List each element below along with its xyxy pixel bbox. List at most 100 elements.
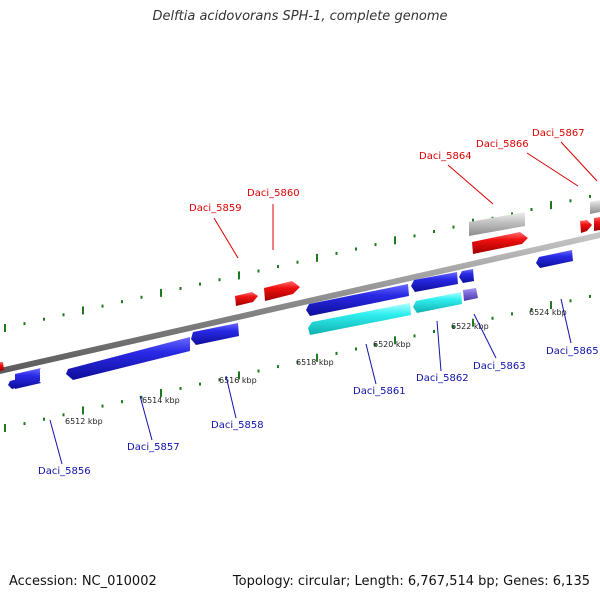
outer-ruler-minor-tick — [199, 282, 201, 286]
outer-ruler-minor-tick — [179, 287, 182, 290]
forward-labels: Daci_5859 Daci_5860 Daci_5864 Daci_5866 … — [189, 128, 598, 259]
outer-ruler-minor-tick — [569, 199, 572, 203]
outer-ruler-minor-tick — [218, 278, 221, 282]
gene-label-daci-5860[interactable]: Daci_5860 — [247, 188, 300, 199]
gene-arrow-daci-5862-rna[interactable] — [413, 292, 462, 313]
gene-arrow-grey[interactable] — [469, 212, 525, 236]
outer-ruler-minor-tick — [296, 260, 299, 264]
kbp-label-6520: 6520 kbp — [373, 340, 411, 349]
inner-ruler-major-tick — [160, 388, 162, 397]
kbp-label-6516: 6516 kbp — [219, 376, 257, 385]
inner-ruler-minor-tick — [43, 417, 45, 421]
inner-ruler-major-tick — [4, 424, 6, 432]
gene-arrow-grey-edge[interactable] — [590, 200, 600, 214]
outer-ruler-minor-tick — [413, 234, 416, 238]
gene-label-daci-5858[interactable]: Daci_5858 — [211, 420, 264, 431]
outer-ruler-major-tick — [4, 324, 6, 332]
gene-label-daci-5867[interactable]: Daci_5867 — [532, 128, 585, 139]
gene-label-daci-5866[interactable]: Daci_5866 — [476, 139, 529, 150]
inner-ruler-major-tick — [316, 353, 318, 362]
outer-ruler-minor-tick — [355, 247, 357, 251]
outer-ruler-minor-tick — [43, 317, 45, 321]
gene-arrow-daci-5859[interactable] — [235, 292, 258, 306]
gene-label-daci-5857[interactable]: Daci_5857 — [127, 442, 180, 453]
inner-tick-ruler — [4, 294, 591, 432]
outer-ruler-minor-tick — [23, 322, 26, 326]
outer-ruler-minor-tick — [530, 208, 533, 211]
outer-ruler-major-tick — [394, 236, 396, 245]
reverse-genes — [8, 250, 573, 389]
genome-summary-text: Topology: circular; Length: 6,767,514 bp… — [232, 574, 590, 589]
reverse-labels: Daci_5856 Daci_5857 Daci_5858 Daci_5861 … — [38, 298, 599, 477]
inner-ruler-minor-tick — [530, 308, 533, 311]
gene-label-daci-5862[interactable]: Daci_5862 — [416, 373, 469, 384]
outer-ruler-major-tick — [82, 306, 84, 315]
inner-ruler-minor-tick — [335, 351, 338, 355]
gene-arrow-daci-5867[interactable] — [594, 217, 600, 231]
gene-arrow-daci-5863-purple[interactable] — [463, 288, 478, 301]
inner-ruler-minor-tick — [433, 330, 435, 333]
inner-ruler-minor-tick — [355, 347, 357, 351]
inner-ruler-minor-tick — [374, 343, 377, 347]
inner-ruler-minor-tick — [121, 400, 123, 404]
gene-arrow-daci-5863[interactable] — [459, 269, 474, 283]
outer-ruler-minor-tick — [335, 251, 338, 255]
inner-ruler-minor-tick — [140, 395, 143, 399]
outer-ruler-minor-tick — [277, 265, 279, 269]
gene-arrow-daci-5858[interactable] — [191, 323, 239, 345]
outer-ruler-major-tick — [316, 253, 318, 262]
kbp-label-6522: 6522 kbp — [451, 322, 489, 331]
outer-ruler-minor-tick — [257, 269, 260, 273]
outer-ruler-minor-tick — [452, 225, 455, 229]
outer-ruler-minor-tick — [589, 194, 591, 198]
outer-ruler-minor-tick — [374, 243, 377, 247]
gene-arrow-daci-5865[interactable] — [536, 250, 573, 268]
gene-label-daci-5859[interactable]: Daci_5859 — [189, 203, 242, 214]
gene-label-daci-5861[interactable]: Daci_5861 — [353, 386, 406, 397]
inner-ruler-minor-tick — [296, 360, 299, 364]
inner-ruler-minor-tick — [452, 325, 455, 329]
gene-arrow-daci-5860[interactable] — [264, 281, 300, 301]
accession-text: Accession: NC_010002 — [9, 574, 157, 589]
inner-ruler-minor-tick — [199, 382, 201, 386]
gene-arrow-daci-5857[interactable] — [66, 337, 190, 380]
gene-arrow-daci-5861-rna[interactable] — [308, 303, 411, 335]
outer-ruler-minor-tick — [62, 313, 65, 317]
outer-ruler-minor-tick — [121, 300, 123, 304]
gene-label-daci-5856[interactable]: Daci_5856 — [38, 466, 91, 477]
gene-label-daci-5865[interactable]: Daci_5865 — [546, 346, 599, 357]
inner-ruler-minor-tick — [23, 422, 26, 426]
gene-arrow-daci-5866[interactable] — [580, 220, 592, 233]
inner-ruler-minor-tick — [491, 316, 494, 320]
genome-backbone — [0, 232, 600, 374]
gene-arrow-daci-5861[interactable] — [306, 284, 409, 316]
inner-ruler-minor-tick — [569, 299, 572, 303]
gene-arrow-daci-5864[interactable] — [472, 232, 528, 254]
inner-ruler-major-tick — [472, 318, 474, 327]
inner-ruler-major-tick — [550, 301, 552, 310]
inner-ruler-minor-tick — [589, 294, 591, 298]
gene-label-daci-5864[interactable]: Daci_5864 — [419, 151, 472, 162]
forward-genes — [0, 200, 600, 371]
outer-ruler-major-tick — [550, 201, 552, 210]
outer-ruler-major-tick — [238, 271, 240, 280]
outer-ruler-minor-tick — [433, 230, 435, 233]
outer-ruler-minor-tick — [511, 212, 513, 216]
kbp-label-6512: 6512 kbp — [65, 417, 103, 426]
inner-ruler-minor-tick — [101, 404, 104, 408]
inner-ruler-minor-tick — [413, 334, 416, 338]
kbp-label-6514: 6514 kbp — [142, 396, 180, 405]
inner-ruler-major-tick — [82, 406, 84, 415]
outer-ruler-minor-tick — [140, 295, 143, 299]
gene-label-daci-5863[interactable]: Daci_5863 — [473, 361, 526, 372]
map-title: Delftia acidovorans SPH-1, complete geno… — [152, 9, 448, 24]
outer-ruler-minor-tick — [101, 304, 104, 308]
gene-arrow-left-edge[interactable] — [0, 362, 4, 371]
gene-arrow-daci-5856[interactable] — [8, 369, 40, 389]
inner-ruler-minor-tick — [257, 369, 260, 373]
inner-ruler-major-tick — [394, 336, 396, 345]
outer-ruler-major-tick — [160, 288, 162, 297]
gene-arrow-daci-5862[interactable] — [411, 272, 458, 292]
inner-ruler-major-tick — [238, 371, 240, 380]
